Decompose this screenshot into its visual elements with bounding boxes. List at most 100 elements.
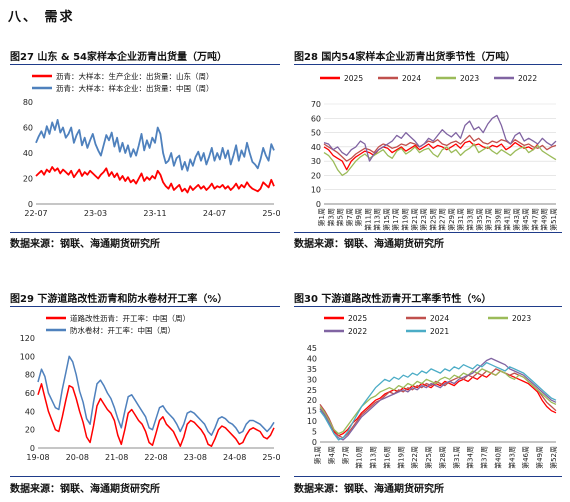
y-tick-label: 40 bbox=[311, 143, 321, 152]
y-tick-label: 80 bbox=[25, 371, 35, 380]
series-line-防水卷材：开工率：中国（周） bbox=[37, 355, 275, 436]
x-tick-label: 22-08 bbox=[144, 453, 167, 462]
x-tick-label: 第4周 bbox=[327, 446, 336, 464]
legend-label: 2022 bbox=[518, 74, 537, 83]
y-tick-label: 5 bbox=[312, 428, 317, 437]
chart-title: 图30 下游道路改性沥青开工率季节性（%） bbox=[294, 294, 492, 305]
y-tick-label: 20 bbox=[311, 171, 321, 180]
y-tick-label: 0 bbox=[30, 444, 35, 453]
chart-panel-4: 图30 下游道路改性沥青开工率季节性（%） 0 5 10 15 20 25 30 35 40 45… bbox=[294, 290, 562, 495]
y-tick-label: 20 bbox=[23, 175, 33, 184]
legend-label: 2021 bbox=[430, 327, 449, 336]
x-tick-label: 第46周 bbox=[521, 446, 530, 469]
chart-panel-2: 图28 国内54家样本企业沥青出货季节性（万吨） 0 10 20 30 40 50 60 70… bbox=[294, 48, 562, 250]
x-tick-label: 第35周 bbox=[475, 208, 484, 231]
x-tick-label: 第11周 bbox=[363, 208, 372, 231]
y-tick-label: 100 bbox=[20, 352, 35, 361]
y-tick-label: 15 bbox=[307, 407, 317, 416]
x-tick-label: 第37周 bbox=[484, 208, 493, 231]
x-tick-label: 第40周 bbox=[493, 446, 502, 469]
y-tick-label: 80 bbox=[23, 98, 33, 107]
source-divider bbox=[294, 232, 562, 233]
x-tick-label: 第34周 bbox=[466, 446, 475, 469]
y-tick-label: 25 bbox=[307, 386, 317, 395]
x-tick-label: 第19周 bbox=[396, 446, 405, 469]
data-source: 数据来源：钢联、海通期货研究所 bbox=[10, 239, 160, 250]
x-tick-label: 第45周 bbox=[521, 208, 530, 231]
x-tick-label: 第43周 bbox=[507, 446, 516, 469]
chart-title: 图29 下游道路改性沥青和防水卷材开工率（%） bbox=[10, 294, 228, 305]
y-tick-label: 120 bbox=[20, 334, 35, 343]
legend-label: 2025 bbox=[348, 314, 367, 323]
x-tick-label: 第52周 bbox=[549, 446, 558, 469]
x-tick-label: 第43周 bbox=[512, 208, 521, 231]
series-line-2022 bbox=[319, 357, 557, 441]
series-line-2025 bbox=[323, 140, 539, 171]
y-tick-label: 40 bbox=[307, 354, 317, 363]
x-tick-label: 22-07 bbox=[24, 209, 47, 218]
legend-label: 2024 bbox=[430, 314, 449, 323]
chart-panel-1: 图27 山东 & 54家样本企业沥青出货量（万吨） 0 20 40 60 80 22-07… bbox=[10, 48, 280, 250]
x-tick-label: 第28周 bbox=[438, 446, 447, 469]
x-tick-label: 第5周 bbox=[336, 208, 345, 226]
y-tick-label: 60 bbox=[23, 124, 33, 133]
y-tick-label: 10 bbox=[307, 417, 317, 426]
y-tick-label: 0 bbox=[316, 200, 321, 209]
y-tick-label: 0 bbox=[28, 200, 33, 209]
x-tick-label: 21-08 bbox=[105, 453, 128, 462]
series-line-道路改性沥青：开工率：中国（周） bbox=[37, 383, 275, 447]
legend-label: 2024 bbox=[402, 74, 421, 83]
title-divider bbox=[10, 64, 280, 65]
y-tick-label: 30 bbox=[307, 375, 317, 384]
y-tick-label: 60 bbox=[25, 389, 35, 398]
y-tick-label: 20 bbox=[307, 396, 317, 405]
y-tick-label: 50 bbox=[311, 129, 321, 138]
y-tick-label: 0 bbox=[312, 438, 317, 447]
series-line-2024 bbox=[323, 134, 557, 162]
chart-svg: 051015202530354045第1周 第4周 第7周 第10周 第13周 第16周第… bbox=[307, 314, 558, 469]
x-tick-label: 第27周 bbox=[438, 208, 447, 231]
x-tick-label: 第51周 bbox=[549, 208, 558, 231]
x-tick-label: 第7周 bbox=[345, 208, 354, 226]
series-line-2024 bbox=[319, 368, 557, 439]
legend-label: 沥青：大样本：生产企业：出货量：山东（周） bbox=[56, 71, 214, 81]
chart-svg: 0 20 40 60 80 22-07 23-03 23-11 24-07 25-03 沥青：大样本… bbox=[23, 71, 280, 218]
legend-label: 防水卷材：开工率：中国（周） bbox=[70, 325, 175, 335]
y-tick-label: 70 bbox=[311, 100, 321, 109]
x-tick-label: 第9周 bbox=[354, 208, 363, 226]
x-tick-label: 第21周 bbox=[410, 208, 419, 231]
x-tick-label: 第10周 bbox=[355, 446, 364, 469]
legend-label: 沥青：大样本：样本企业：出货量：中国（周） bbox=[56, 83, 214, 93]
series-line-2023 bbox=[323, 143, 557, 177]
series-line-2021 bbox=[319, 361, 557, 441]
series-line-2025 bbox=[319, 370, 557, 437]
source-divider bbox=[294, 476, 562, 477]
source-divider bbox=[10, 232, 280, 233]
x-tick-label: 第23周 bbox=[419, 208, 428, 231]
y-tick-label: 35 bbox=[307, 365, 317, 374]
x-tick-label: 第49周 bbox=[540, 208, 549, 231]
x-tick-label: 23-08 bbox=[184, 453, 207, 462]
x-tick-label: 第1周 bbox=[313, 446, 322, 464]
x-tick-label: 第13周 bbox=[369, 446, 378, 469]
x-tick-label: 第1周 bbox=[317, 208, 326, 226]
chart-panel-3: 图29 下游道路改性沥青和防水卷材开工率（%） 0 20 40 60 80 100 120 1… bbox=[10, 290, 280, 495]
x-tick-label: 第25周 bbox=[428, 208, 437, 231]
data-source: 数据来源：钢联、海通期货研究所 bbox=[294, 484, 444, 495]
x-tick-label: 第25周 bbox=[424, 446, 433, 469]
x-tick-label: 第49周 bbox=[535, 446, 544, 469]
x-tick-label: 25-03 bbox=[262, 209, 280, 218]
x-tick-label: 第7周 bbox=[341, 446, 350, 464]
x-tick-label: 第41周 bbox=[503, 208, 512, 231]
y-tick-label: 30 bbox=[311, 157, 321, 166]
x-tick-label: 第15周 bbox=[382, 208, 391, 231]
x-tick-label: 25-08 bbox=[262, 453, 280, 462]
x-tick-label: 第3周 bbox=[326, 208, 335, 226]
x-tick-label: 第22周 bbox=[410, 446, 419, 469]
source-divider bbox=[10, 476, 280, 477]
series-line-沥青：大样本：生产企业：出货量：山东（周） bbox=[35, 166, 275, 194]
x-tick-label: 第39周 bbox=[493, 208, 502, 231]
chart-title: 图27 山东 & 54家样本企业沥青出货量（万吨） bbox=[10, 52, 227, 63]
x-tick-label: 第47周 bbox=[530, 208, 539, 231]
